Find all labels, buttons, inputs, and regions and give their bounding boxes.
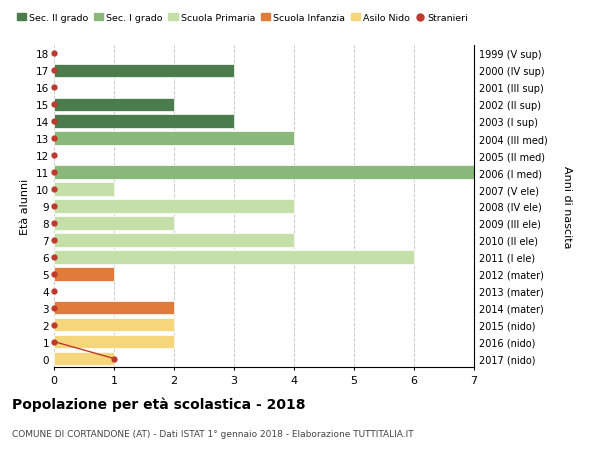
Bar: [54, 166, 474, 179]
Y-axis label: Anni di nascita: Anni di nascita: [562, 165, 571, 248]
Bar: [54, 251, 414, 264]
Bar: [54, 301, 174, 315]
Text: COMUNE DI CORTANDONE (AT) - Dati ISTAT 1° gennaio 2018 - Elaborazione TUTTITALIA: COMUNE DI CORTANDONE (AT) - Dati ISTAT 1…: [12, 429, 413, 438]
Y-axis label: Età alunni: Età alunni: [20, 179, 31, 235]
Bar: [54, 65, 234, 78]
Bar: [54, 217, 174, 230]
Bar: [54, 183, 114, 196]
Bar: [54, 132, 294, 146]
Bar: [54, 234, 294, 247]
Bar: [54, 352, 114, 365]
Bar: [54, 115, 234, 129]
Text: Popolazione per età scolastica - 2018: Popolazione per età scolastica - 2018: [12, 397, 305, 412]
Bar: [54, 98, 174, 112]
Bar: [54, 268, 114, 281]
Bar: [54, 335, 174, 348]
Bar: [54, 200, 294, 213]
Bar: [54, 318, 174, 332]
Legend: Sec. II grado, Sec. I grado, Scuola Primaria, Scuola Infanzia, Asilo Nido, Stran: Sec. II grado, Sec. I grado, Scuola Prim…: [17, 14, 469, 23]
